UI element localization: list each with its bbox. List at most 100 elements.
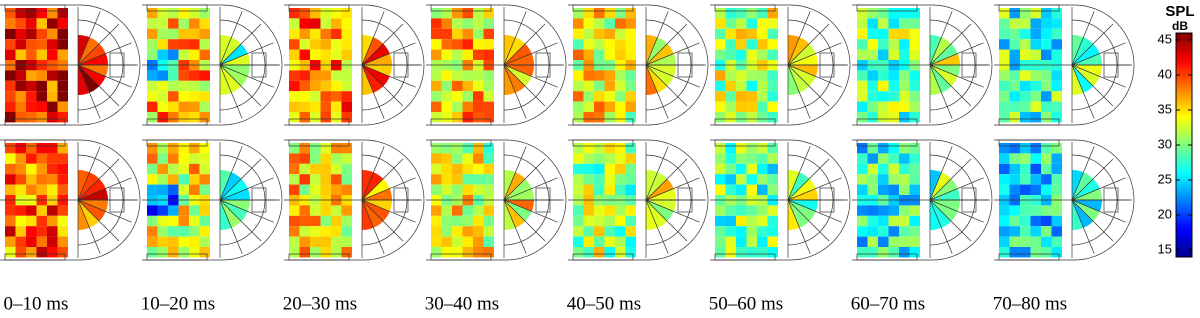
heat-cell <box>57 247 68 258</box>
heat-cell <box>888 18 899 29</box>
wireframe <box>1071 199 1095 254</box>
heat-cell <box>331 247 342 258</box>
heat-cell <box>867 39 878 50</box>
seat-block <box>288 139 350 147</box>
heat-cell <box>1051 18 1062 29</box>
heat-cell <box>867 91 878 102</box>
fan-cell <box>220 37 242 65</box>
heat-cell <box>867 163 878 175</box>
heat-cell <box>15 49 26 60</box>
heat-cell <box>909 215 920 227</box>
heat-cell <box>57 174 68 185</box>
heat-cell <box>725 70 736 81</box>
heat-cell <box>1041 184 1052 195</box>
heat-cell <box>57 153 68 164</box>
heat-cell <box>604 8 615 19</box>
heat-cell <box>431 215 442 227</box>
heat-cell <box>604 184 615 195</box>
wireframe <box>219 199 243 254</box>
heat-cell <box>594 247 605 258</box>
heat-cell <box>5 163 16 175</box>
heat-cell <box>715 247 726 258</box>
heat-cell <box>909 112 920 123</box>
heat-cell <box>1051 80 1062 92</box>
wireframe <box>503 64 527 119</box>
heat-cell <box>999 28 1010 40</box>
heat-cell <box>736 28 747 40</box>
heat-cell <box>999 143 1010 154</box>
heat-cell <box>878 70 889 81</box>
fan-cell <box>930 200 952 228</box>
heat-cell <box>909 18 920 29</box>
heat-cell <box>441 247 452 258</box>
heat-cell <box>331 184 342 195</box>
heat-cell <box>1020 226 1031 237</box>
heat-cell <box>15 80 26 92</box>
heat-cell <box>483 236 494 247</box>
fan-cell <box>1072 43 1100 65</box>
heat-cell <box>57 215 68 227</box>
heat-cell <box>199 163 210 175</box>
heat-cell <box>736 215 747 227</box>
heat-cell <box>746 153 757 164</box>
panel <box>0 139 141 261</box>
heat-cell <box>5 174 16 185</box>
heat-cell <box>320 39 331 50</box>
heat-cell <box>310 174 321 185</box>
wireframe <box>219 146 243 201</box>
heat-cell <box>1030 28 1041 40</box>
heat-cell <box>15 153 26 164</box>
heat-cell <box>57 18 68 29</box>
seat-block <box>714 118 776 126</box>
heat-cell <box>310 226 321 237</box>
heat-cell <box>36 143 47 154</box>
heat-cell <box>310 112 321 123</box>
heat-cell <box>746 215 757 227</box>
heat-cell <box>594 215 605 227</box>
heat-cell <box>615 184 626 195</box>
heat-cell <box>289 215 300 227</box>
heat-cell <box>1041 153 1052 164</box>
heat-cell <box>604 215 615 227</box>
heat-cell <box>431 101 442 112</box>
heat-cell <box>1020 112 1031 123</box>
heat-cell <box>331 70 342 81</box>
fan-cell <box>930 200 958 222</box>
heat-cell <box>573 143 584 154</box>
heat-cell <box>157 174 168 185</box>
heat-cell <box>5 101 16 112</box>
heat-cell <box>441 28 452 40</box>
heat-cell <box>573 226 584 237</box>
heat-cell <box>178 8 189 19</box>
heat-cell <box>899 205 910 216</box>
heat-cell <box>573 39 584 50</box>
heat-cell <box>441 49 452 60</box>
heat-cell <box>1051 39 1062 50</box>
heat-cell <box>1030 143 1041 154</box>
heat-cell <box>199 8 210 19</box>
heat-cell <box>157 226 168 237</box>
heat-cell <box>1030 8 1041 19</box>
heat-cell <box>725 143 736 154</box>
heat-cell <box>289 39 300 50</box>
heat-cell <box>168 49 179 60</box>
heat-cell <box>57 226 68 237</box>
heat-cell <box>909 70 920 81</box>
heat-cell <box>57 28 68 40</box>
heat-cell <box>888 247 899 258</box>
heat-cell <box>431 49 442 60</box>
heat-cell <box>767 8 778 19</box>
heat-cell <box>26 101 37 112</box>
heat-cell <box>736 39 747 50</box>
stage <box>819 187 835 213</box>
panel <box>994 4 1135 126</box>
heat-cell <box>341 112 352 123</box>
heat-cell <box>878 163 889 175</box>
heat-cell <box>178 226 189 237</box>
heat-cell <box>867 18 878 29</box>
heat-cell <box>168 112 179 123</box>
fan-cell <box>1072 172 1094 200</box>
heat-cell <box>178 28 189 40</box>
heat-cell <box>473 112 484 123</box>
heat-cell <box>331 39 342 50</box>
